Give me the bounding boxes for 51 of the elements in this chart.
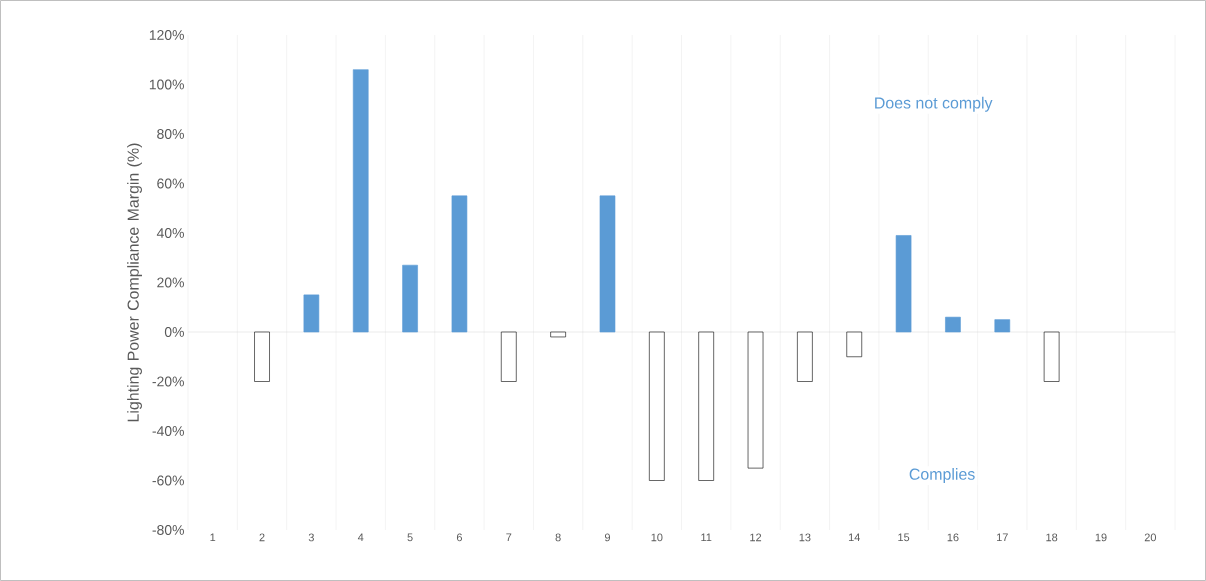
annotation: Does not comply [875,96,993,112]
bar [649,331,665,481]
y-tick-label: 100% [149,79,184,90]
x-tick-label: 19 [1095,533,1107,542]
bar [451,195,468,333]
x-tick-label: 2 [259,533,265,542]
bar [599,195,616,333]
bar [895,235,912,333]
annotation: Complies [909,468,975,483]
x-tick-label: 1 [210,533,216,542]
y-tick-label: -60% [152,475,184,486]
bar [797,331,813,382]
y-tick-label: -80% [152,525,184,535]
x-tick-label: 15 [898,533,910,542]
bar [994,319,1011,333]
x-tick-label: 3 [308,533,314,542]
x-tick-label: 8 [555,533,561,542]
bar [698,331,714,481]
bar [500,331,517,382]
y-tick-label: 60% [157,178,184,189]
bar [945,316,961,333]
x-tick-label: 14 [848,533,860,542]
bar [352,69,369,333]
x-tick-label: 20 [1144,533,1156,542]
bar [846,331,863,358]
bar [254,331,270,382]
x-tick-label: 13 [799,533,811,542]
y-tick-label: 20% [157,277,184,288]
x-tick-label: 7 [506,533,512,542]
bar [402,264,418,333]
y-tick-label: 0% [164,327,184,337]
bar [1043,331,1060,382]
y-tick-label: -40% [152,426,184,436]
y-tick-label: 80% [157,129,184,139]
x-tick-label: 10 [651,533,663,542]
x-tick-label: 5 [407,533,413,542]
x-tick-label: 18 [1046,533,1058,542]
x-tick-label: 16 [947,533,959,542]
y-tick-label: -20% [152,376,184,387]
y-tick-label: 40% [156,228,184,238]
x-tick-label: 17 [997,533,1008,542]
bar [550,331,566,338]
y-tick-label: 120% [149,30,184,40]
bar [303,294,320,333]
y-axis-title: Lighting Power Compliance Margin (%) [127,143,142,422]
x-tick-label: 11 [701,533,712,542]
x-tick-label: 9 [604,533,611,542]
x-tick-label: 6 [456,533,462,542]
x-tick-label: 12 [750,533,762,542]
bar [747,331,764,469]
x-tick-label: 4 [357,533,364,542]
